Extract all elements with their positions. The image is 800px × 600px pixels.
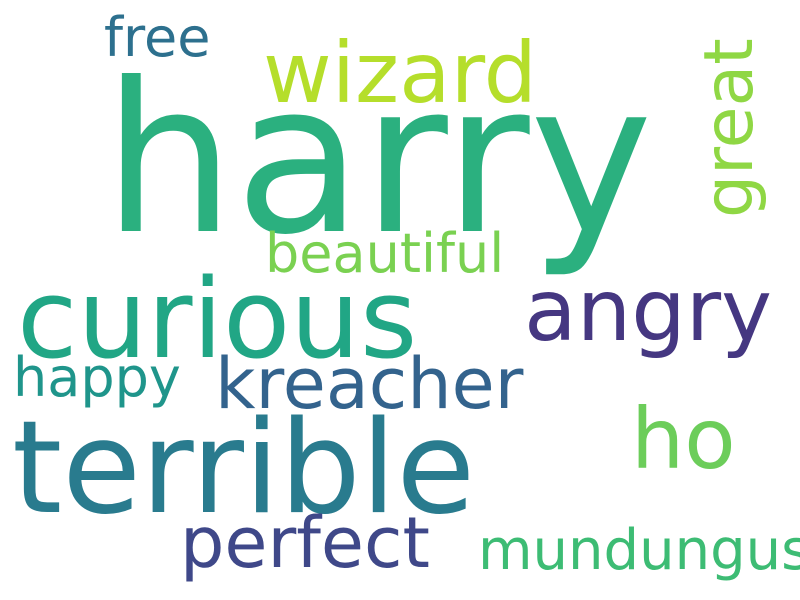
word-great: great — [690, 38, 769, 218]
word-ho: ho — [631, 390, 736, 488]
word-angry: angry — [524, 261, 773, 361]
word-wizard: wizard — [263, 24, 537, 122]
word-harry: harry — [103, 39, 653, 281]
word-happy: happy — [13, 346, 181, 409]
word-perfect: perfect — [180, 502, 430, 584]
word-beautiful: beautiful — [265, 222, 505, 285]
word-free: free — [104, 6, 211, 69]
word-kreacher: kreacher — [215, 343, 524, 425]
word-terrible: terrible — [12, 394, 476, 543]
word-mundungus: mundungus — [478, 518, 800, 583]
word-curious: curious — [17, 255, 418, 383]
